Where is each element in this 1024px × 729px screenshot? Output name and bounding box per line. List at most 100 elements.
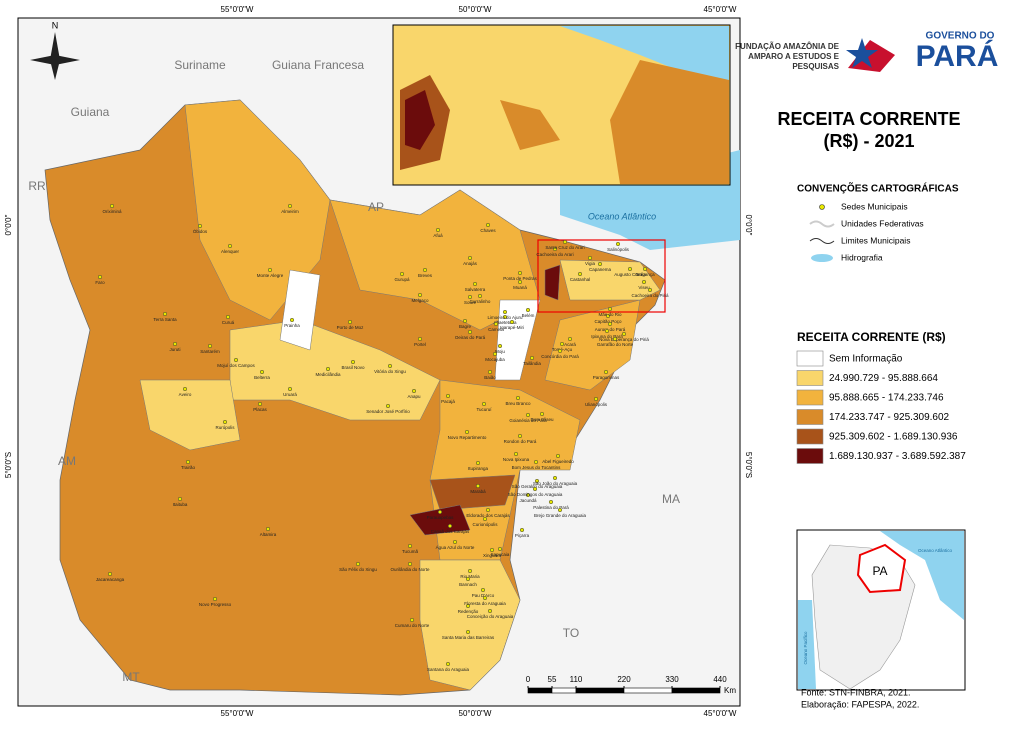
municipal-seat (481, 401, 487, 407)
municipality-label: Anajás (463, 261, 478, 266)
municipality-label: Trairão (181, 465, 196, 470)
municipality-label: Soure (464, 300, 477, 305)
scale-label: 55 (548, 675, 557, 684)
municipality-label: Tucuruí (476, 407, 492, 412)
municipality-label: Rurópolis (215, 425, 235, 430)
lat-label: 5°0'0"S (744, 452, 753, 478)
municipal-seat (557, 348, 563, 354)
region (279, 269, 321, 351)
lon-label: 50°0'0"W (459, 5, 492, 14)
region (544, 299, 641, 391)
municipality-label: Castanhal (570, 277, 590, 282)
municipality-label: Belém (522, 313, 535, 318)
legend-label: 95.888.665 - 174.233.746 (829, 393, 944, 404)
neighbor-label: AM (58, 454, 76, 468)
municipal-seat (257, 401, 263, 407)
municipal-seat (615, 241, 621, 247)
municipal-seat (197, 223, 203, 229)
municipality-label: Afuá (433, 233, 443, 238)
municipal-seat (562, 239, 568, 245)
legend-label: 925.309.602 - 1.689.130.936 (829, 432, 958, 443)
scale-segment (671, 687, 721, 694)
municipal-seat (350, 359, 356, 365)
municipality-label: Viseu (638, 285, 650, 290)
municipality-label: Bannach (459, 582, 477, 587)
convention-item: Limites Municipais (841, 235, 910, 245)
municipality-label: Porto de Moz (337, 325, 365, 330)
region (139, 379, 241, 451)
municipal-seat (467, 255, 473, 261)
municipal-seat (467, 568, 473, 574)
municipal-seat (559, 341, 565, 347)
municipal-seat (177, 496, 183, 502)
institution: AMPARO A ESTUDOS E (748, 52, 839, 61)
conventions-title: CONVENÇÕES CARTOGRÁFICAS (797, 182, 959, 195)
municipal-seat (525, 307, 531, 313)
municipal-seat (489, 547, 495, 553)
locator-para (856, 543, 907, 594)
municipal-seat (517, 270, 523, 276)
municipal-seat (621, 331, 627, 337)
legend-label: 24.990.729 - 95.888.664 (829, 373, 938, 384)
scale-segment (623, 687, 673, 694)
municipality-label: Piçarra (515, 533, 530, 538)
neighbor-label: MA (662, 492, 680, 506)
scale-segment (527, 687, 553, 694)
inset-region (610, 60, 729, 184)
municipal-seat (529, 355, 535, 361)
symbol-seat (819, 204, 825, 210)
municipal-seat (480, 587, 486, 593)
municipal-seat (605, 313, 611, 319)
municipal-seat (97, 274, 103, 280)
municipal-seat (162, 311, 168, 317)
municipality-label: Santa Maria das Barreiras (442, 635, 495, 640)
municipal-seat (225, 314, 231, 320)
municipal-seat (487, 369, 493, 375)
municipality-label: Nova Ipixuna (503, 457, 530, 462)
municipality-label: São Domingos do Araguaia (508, 492, 563, 497)
scale-label: 440 (713, 675, 727, 684)
municipality-label: Pau D'Arco (472, 593, 495, 598)
municipality-label: Curuá (222, 320, 235, 325)
government: PARÁ (916, 39, 999, 73)
locator-ocean-label: Oceano Atlântico (918, 548, 953, 553)
municipal-seat (325, 366, 331, 372)
municipal-seat (548, 499, 554, 505)
neighbor-label: MT (122, 670, 140, 684)
region (429, 474, 516, 511)
municipal-seat (445, 661, 451, 667)
legend-swatch (796, 350, 824, 367)
legend-label: 1.689.130.937 - 3.689.592.387 (829, 451, 966, 462)
municipality-label: Mãe do Rio (598, 312, 622, 317)
municipal-seat (627, 266, 633, 272)
municipal-seat (482, 595, 488, 601)
municipality-label: Breu Branco (505, 401, 531, 406)
municipal-seat (567, 336, 573, 342)
municipal-seat (267, 267, 273, 273)
municipality-label: Ipixuna do Pará (591, 334, 623, 339)
municipal-seat (233, 357, 239, 363)
scale-label: 0 (526, 675, 531, 684)
inset-ocean (560, 26, 729, 110)
neighbor-label: TO (563, 626, 579, 640)
municipality-label: Redenção (458, 609, 479, 614)
municipal-seat (422, 267, 428, 273)
lat-label: 0°0'0" (744, 215, 753, 236)
institution: PESQUISAS (792, 62, 839, 71)
municipality-label: Tomé-Açu (552, 347, 573, 352)
lon-label: 50°0'0"W (459, 709, 492, 718)
scale-segment (551, 687, 577, 694)
municipal-seat (465, 629, 471, 635)
inset-region (500, 100, 560, 150)
municipal-seat (409, 617, 415, 623)
municipal-seat (557, 507, 563, 513)
municipal-seat (509, 319, 515, 325)
municipality-label: Conceição do Araguaia (467, 614, 514, 619)
lon-label: 45°0'0"W (704, 5, 737, 14)
municipality-label: Abel Figueiredo (542, 459, 574, 464)
neighbor-label: AP (368, 200, 384, 214)
locator-label: PA (872, 564, 887, 578)
municipality-label: Novo Repartimento (448, 435, 487, 440)
locator-ocean-label: Oceano Pacífico (803, 631, 808, 665)
